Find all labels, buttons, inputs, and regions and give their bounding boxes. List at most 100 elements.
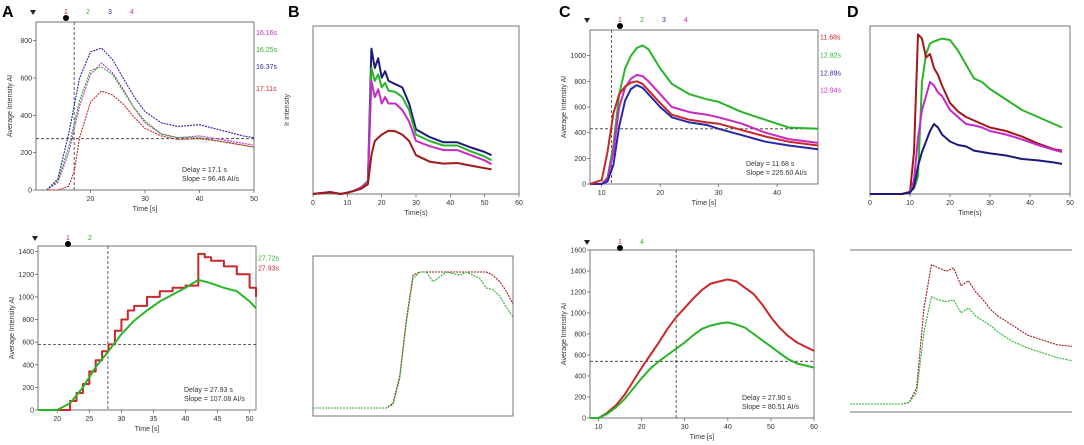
x-tick-label: 60 xyxy=(515,200,523,207)
x-tick-label: 10 xyxy=(906,200,914,207)
series-line-3 xyxy=(46,47,255,191)
arrival-time-label: 16.25s xyxy=(256,47,278,54)
x-tick-label: 40 xyxy=(182,416,190,423)
marker-label: 2 xyxy=(86,9,90,16)
x-tick-label: 50 xyxy=(250,196,258,203)
x-tick-label: 30 xyxy=(412,200,420,207)
x-tick-label: 10 xyxy=(598,190,606,197)
cursor-marker-icon xyxy=(30,10,36,15)
y-tick-label: 400 xyxy=(20,113,32,120)
x-tick-label: 30 xyxy=(986,200,994,207)
panel-label-a: A xyxy=(2,4,14,21)
arrival-time-label: 12.94s xyxy=(820,87,842,94)
x-tick-label: 35 xyxy=(150,416,158,423)
arrival-time-label: 17.11s xyxy=(256,86,277,93)
x-tick-label: 25 xyxy=(85,416,93,423)
chart-d-bottom xyxy=(850,249,1073,413)
y-axis-label: Average Intensity AI xyxy=(561,76,568,138)
series-line-2 xyxy=(46,66,255,191)
series-line-1 xyxy=(46,90,255,191)
x-tick-label: 10 xyxy=(595,424,603,431)
x-tick-label: 0 xyxy=(311,200,315,207)
marker-label: 4 xyxy=(130,9,134,16)
x-tick-label: 20 xyxy=(87,196,95,203)
series-line-green xyxy=(313,271,514,409)
chart-a-bottom: 20 25 30 35 40 45 50 0 200 400 600 800 1000 1200 1400 T… xyxy=(9,235,280,433)
arrival-time-label: 16.16s xyxy=(256,30,278,37)
series-line-magenta xyxy=(870,81,1063,195)
x-axis-label: Time(s) xyxy=(958,210,981,217)
fit-annotation: Slope = 80.51 AI/s xyxy=(742,404,800,411)
y-tick-label: 800 xyxy=(574,79,586,86)
y-tick-label: 1400 xyxy=(570,269,586,276)
fit-annotation: Slope = 225.60 AI/s xyxy=(746,170,807,177)
chart-b-top: 0 10 20 30 40 50 60 Time(s) Ir intensity xyxy=(284,25,523,217)
series-line-blue xyxy=(590,84,819,185)
x-tick-label: 20 xyxy=(656,190,664,197)
marker-label: 1 xyxy=(64,9,68,16)
y-axis-label: Average Intensity AI xyxy=(7,75,14,137)
x-tick-label: 50 xyxy=(246,416,254,423)
y-axis-label: Average Intensity AI xyxy=(9,297,16,359)
marker-label: 4 xyxy=(684,17,688,24)
x-tick-label: 20 xyxy=(53,416,61,423)
cursor-dot-icon xyxy=(617,23,623,29)
plot-frame xyxy=(869,25,1071,195)
x-axis-label: Time [s] xyxy=(690,434,715,441)
x-tick-label: 30 xyxy=(141,196,149,203)
cursor-dot-icon xyxy=(617,245,623,251)
marker-label: 1 xyxy=(618,239,622,246)
y-tick-label: 400 xyxy=(574,374,586,381)
y-tick-label: 0 xyxy=(582,182,586,189)
y-tick-label: 600 xyxy=(574,353,586,360)
y-tick-label: 600 xyxy=(22,340,34,347)
arrival-time-label: 11.68s xyxy=(820,35,841,42)
y-tick-label: 400 xyxy=(574,130,586,137)
fit-annotation: Delay = 27.93 s xyxy=(184,387,233,394)
y-tick-label: 1600 xyxy=(570,248,586,255)
series-line-red xyxy=(850,264,1073,405)
arrival-time-label: 27.72s xyxy=(258,255,280,262)
x-axis-label: Time(s) xyxy=(404,210,427,217)
y-tick-label: 1400 xyxy=(18,249,34,256)
x-tick-label: 10 xyxy=(343,200,351,207)
x-tick-label: 45 xyxy=(214,416,222,423)
x-tick-label: 40 xyxy=(446,200,454,207)
x-tick-label: 50 xyxy=(481,200,489,207)
marker-label: 4 xyxy=(640,239,644,246)
cursor-marker-icon xyxy=(584,18,590,23)
y-tick-label: 800 xyxy=(574,332,586,339)
x-tick-label: 30 xyxy=(681,424,689,431)
y-tick-label: 1000 xyxy=(18,294,34,301)
arrival-time-label: 12.89s xyxy=(820,71,842,78)
plot-frame xyxy=(35,21,255,191)
x-tick-label: 20 xyxy=(378,200,386,207)
series-line-green xyxy=(38,278,257,411)
y-tick-label: 800 xyxy=(22,317,34,324)
series-line-green xyxy=(590,321,815,419)
fit-annotation: Delay = 11.68 s xyxy=(746,161,795,168)
series-line-red xyxy=(590,278,815,419)
x-tick-label: 30 xyxy=(117,416,125,423)
plot-frame xyxy=(37,245,257,411)
y-tick-label: 200 xyxy=(574,156,586,163)
cursor-marker-icon xyxy=(584,240,590,245)
y-tick-label: 200 xyxy=(22,385,34,392)
cursor-marker-icon xyxy=(32,236,38,241)
series-line-red xyxy=(589,80,819,185)
x-tick-label: 40 xyxy=(773,190,781,197)
series-line-blue xyxy=(312,47,492,195)
y-tick-label: 200 xyxy=(574,395,586,402)
y-tick-label: 200 xyxy=(20,150,32,157)
series-line-red xyxy=(313,271,514,409)
marker-label: 1 xyxy=(66,235,70,242)
series-line-red xyxy=(870,33,1063,195)
y-tick-label: 1000 xyxy=(570,53,586,60)
chart-c-bottom: 10 20 30 40 50 600200400600800100012001400160… xyxy=(561,239,818,441)
series-line-red xyxy=(312,129,492,195)
marker-label: 3 xyxy=(108,9,112,16)
marker-label: 1 xyxy=(618,17,622,24)
fit-annotation: Delay = 27.90 s xyxy=(742,395,791,402)
